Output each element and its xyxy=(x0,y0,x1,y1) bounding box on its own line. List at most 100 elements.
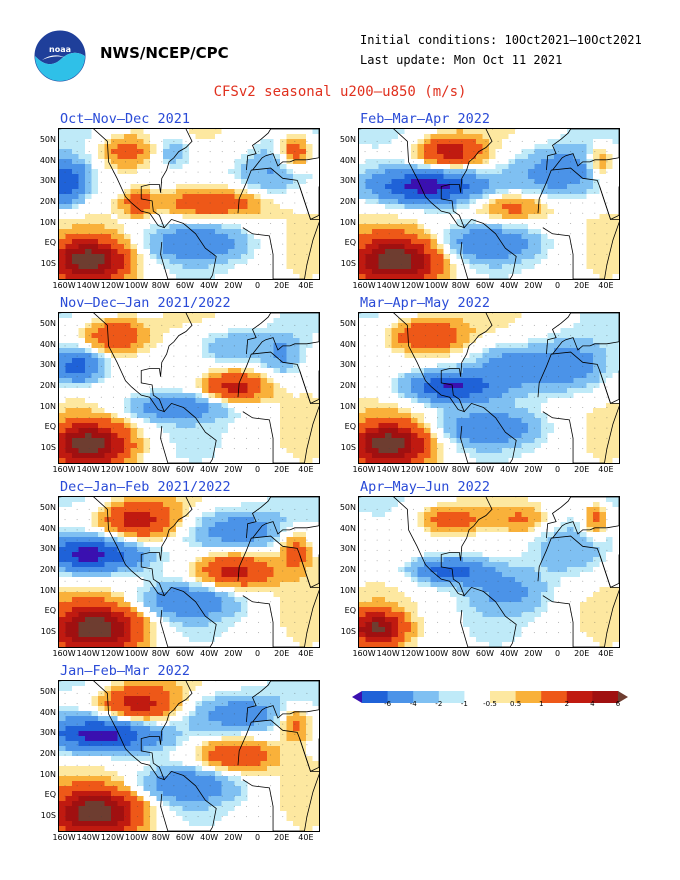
lon-label: 20E xyxy=(574,465,590,474)
panel-title-4: Dec–Jan–Feb 2021/2022 xyxy=(60,479,231,495)
lat-label: 20N xyxy=(39,380,56,390)
lon-label: 140W xyxy=(76,281,100,290)
lon-label: 40W xyxy=(500,281,519,290)
colorbar-label: -4 xyxy=(409,700,417,708)
map-field-4 xyxy=(59,497,319,647)
lat-label: 50N xyxy=(39,135,56,145)
coastline-0 xyxy=(59,497,193,597)
lon-label: 80W xyxy=(451,649,470,658)
lon-label: 120W xyxy=(100,649,124,658)
lat-label: 20N xyxy=(339,196,356,206)
lon-label: 60W xyxy=(475,649,495,658)
lon-label: 0 xyxy=(254,833,261,842)
lat-label: 20N xyxy=(339,564,356,574)
coastline-5 xyxy=(299,186,319,220)
svg-text:noaa: noaa xyxy=(49,45,71,54)
colorbar-segment xyxy=(541,691,568,703)
map-panel-0 xyxy=(58,128,320,280)
lat-label: 30N xyxy=(339,176,356,186)
panel-title-6: Jan–Feb–Mar 2022 xyxy=(60,663,191,679)
lat-label: 10S xyxy=(340,626,356,636)
colorbar-label: -0.5 xyxy=(483,700,497,708)
lon-label: 160W xyxy=(52,465,76,474)
coastline-0 xyxy=(59,129,193,229)
panel-title-0: Oct–Nov–Dec 2021 xyxy=(60,111,191,127)
lat-label: 10S xyxy=(40,258,56,268)
lon-label: 20E xyxy=(274,281,290,290)
lon-label: 0 xyxy=(554,649,561,658)
lon-label: 40E xyxy=(298,281,314,290)
coastline-5 xyxy=(599,186,619,220)
coastline-2 xyxy=(237,351,319,463)
noaa-logo: noaa xyxy=(34,30,86,82)
lat-label: 50N xyxy=(339,319,356,329)
lat-label: 50N xyxy=(339,135,356,145)
lon-label: 80W xyxy=(151,649,170,658)
coastline-5 xyxy=(599,370,619,404)
lon-label: 20E xyxy=(274,649,290,658)
lon-label: 140W xyxy=(76,649,100,658)
map-panel-6 xyxy=(58,680,320,832)
lon-label: 160W xyxy=(352,465,376,474)
lon-label: 100W xyxy=(425,649,449,658)
lon-label: 20W xyxy=(524,649,543,658)
lon-label: 140W xyxy=(76,833,100,842)
lat-label: 30N xyxy=(39,544,56,554)
lon-label: 20E xyxy=(574,281,590,290)
lon-label: 40W xyxy=(200,281,219,290)
lat-label: 10S xyxy=(40,810,56,820)
lat-label: 30N xyxy=(339,544,356,554)
map-title: CFSv2 seasonal u200–u850 (m/s) xyxy=(213,84,467,100)
lon-label: 60W xyxy=(175,833,195,842)
lat-label: 10S xyxy=(40,626,56,636)
coastline-3 xyxy=(546,497,619,539)
lon-label: 160W xyxy=(352,281,376,290)
lon-label: 80W xyxy=(451,281,470,290)
colorbar-label: -1 xyxy=(460,700,468,708)
lat-label: EQ xyxy=(344,238,356,248)
lat-label: 40N xyxy=(39,523,56,533)
lon-label: 0 xyxy=(254,649,261,658)
lon-label: 120W xyxy=(100,465,124,474)
lon-label: 20W xyxy=(224,833,243,842)
lon-label: 20E xyxy=(274,833,290,842)
coastline-0 xyxy=(59,313,193,413)
lon-label: 100W xyxy=(125,649,149,658)
map-field-0 xyxy=(59,129,319,279)
colorbar-left-arrow xyxy=(352,691,362,703)
lat-label: 10N xyxy=(39,401,56,411)
coastline-3 xyxy=(546,129,619,171)
lat-label: EQ xyxy=(44,606,56,616)
map-field-3 xyxy=(359,313,619,463)
coastline-1 xyxy=(160,402,217,463)
panel-title-5: Apr–May–Jun 2022 xyxy=(360,479,491,495)
lon-label: 100W xyxy=(125,833,149,842)
lon-label: 80W xyxy=(151,281,170,290)
lon-label: 120W xyxy=(100,833,124,842)
lon-label: 140W xyxy=(376,465,400,474)
lon-label: 160W xyxy=(52,833,76,842)
lon-label: 100W xyxy=(425,465,449,474)
lon-label: 140W xyxy=(376,649,400,658)
lon-label: 120W xyxy=(100,281,124,290)
colorbar-segment xyxy=(362,691,389,703)
lon-label: 0 xyxy=(254,281,261,290)
map-field-5 xyxy=(359,497,619,647)
lon-label: 40E xyxy=(598,649,614,658)
coastline-0 xyxy=(59,681,193,781)
lat-label: 20N xyxy=(39,564,56,574)
initial-conditions: Initial conditions: 10Oct2021–10Oct2021 xyxy=(360,33,642,47)
lat-label: EQ xyxy=(44,790,56,800)
lat-label: 10N xyxy=(39,585,56,595)
lon-label: 40E xyxy=(298,649,314,658)
lon-label: 40W xyxy=(200,465,219,474)
lat-label: 30N xyxy=(339,360,356,370)
lon-label: 20W xyxy=(224,649,243,658)
coastline-3 xyxy=(246,313,319,355)
colorbar-label: 1 xyxy=(538,700,544,708)
colorbar-label: 2 xyxy=(564,700,570,708)
coastline-3 xyxy=(246,497,319,539)
map-panel-4 xyxy=(58,496,320,648)
lat-label: 40N xyxy=(339,155,356,165)
colorbar-segment xyxy=(464,691,491,703)
